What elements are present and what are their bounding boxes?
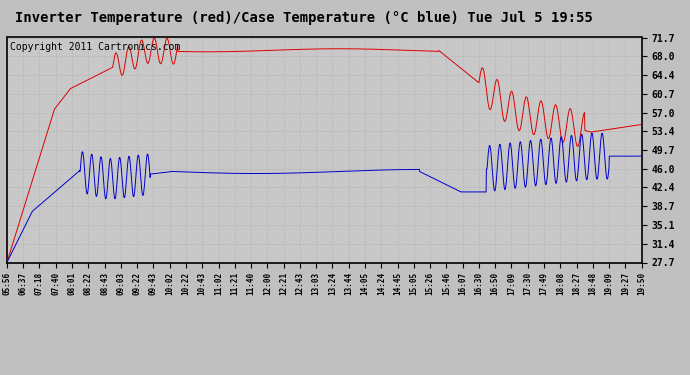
Text: Inverter Temperature (red)/Case Temperature (°C blue) Tue Jul 5 19:55: Inverter Temperature (red)/Case Temperat… bbox=[14, 11, 593, 25]
Text: Copyright 2011 Cartronics.com: Copyright 2011 Cartronics.com bbox=[10, 42, 181, 52]
